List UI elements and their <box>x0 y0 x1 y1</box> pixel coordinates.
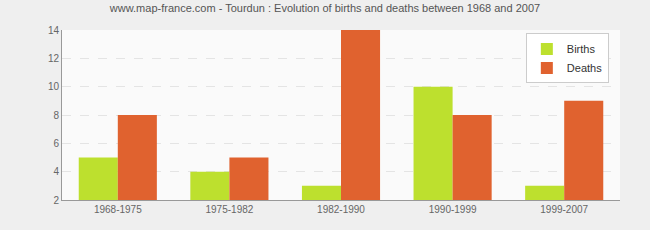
svg-text:Deaths: Deaths <box>567 62 602 74</box>
svg-text:Births: Births <box>567 43 596 55</box>
svg-text:10: 10 <box>48 81 60 92</box>
svg-text:1982-1990: 1982-1990 <box>317 204 365 215</box>
svg-text:2: 2 <box>53 195 59 206</box>
svg-text:8: 8 <box>53 110 59 121</box>
svg-text:1975-1982: 1975-1982 <box>205 204 253 215</box>
svg-text:www.map-france.com - Tourdun :: www.map-france.com - Tourdun : Evolution… <box>109 2 540 14</box>
svg-text:6: 6 <box>53 138 59 149</box>
svg-text:1999-2007: 1999-2007 <box>540 204 588 215</box>
svg-text:12: 12 <box>48 53 60 64</box>
svg-text:1968-1975: 1968-1975 <box>94 204 142 215</box>
svg-text:1990-1999: 1990-1999 <box>429 204 477 215</box>
svg-text:4: 4 <box>53 166 59 177</box>
svg-text:14: 14 <box>48 25 60 36</box>
